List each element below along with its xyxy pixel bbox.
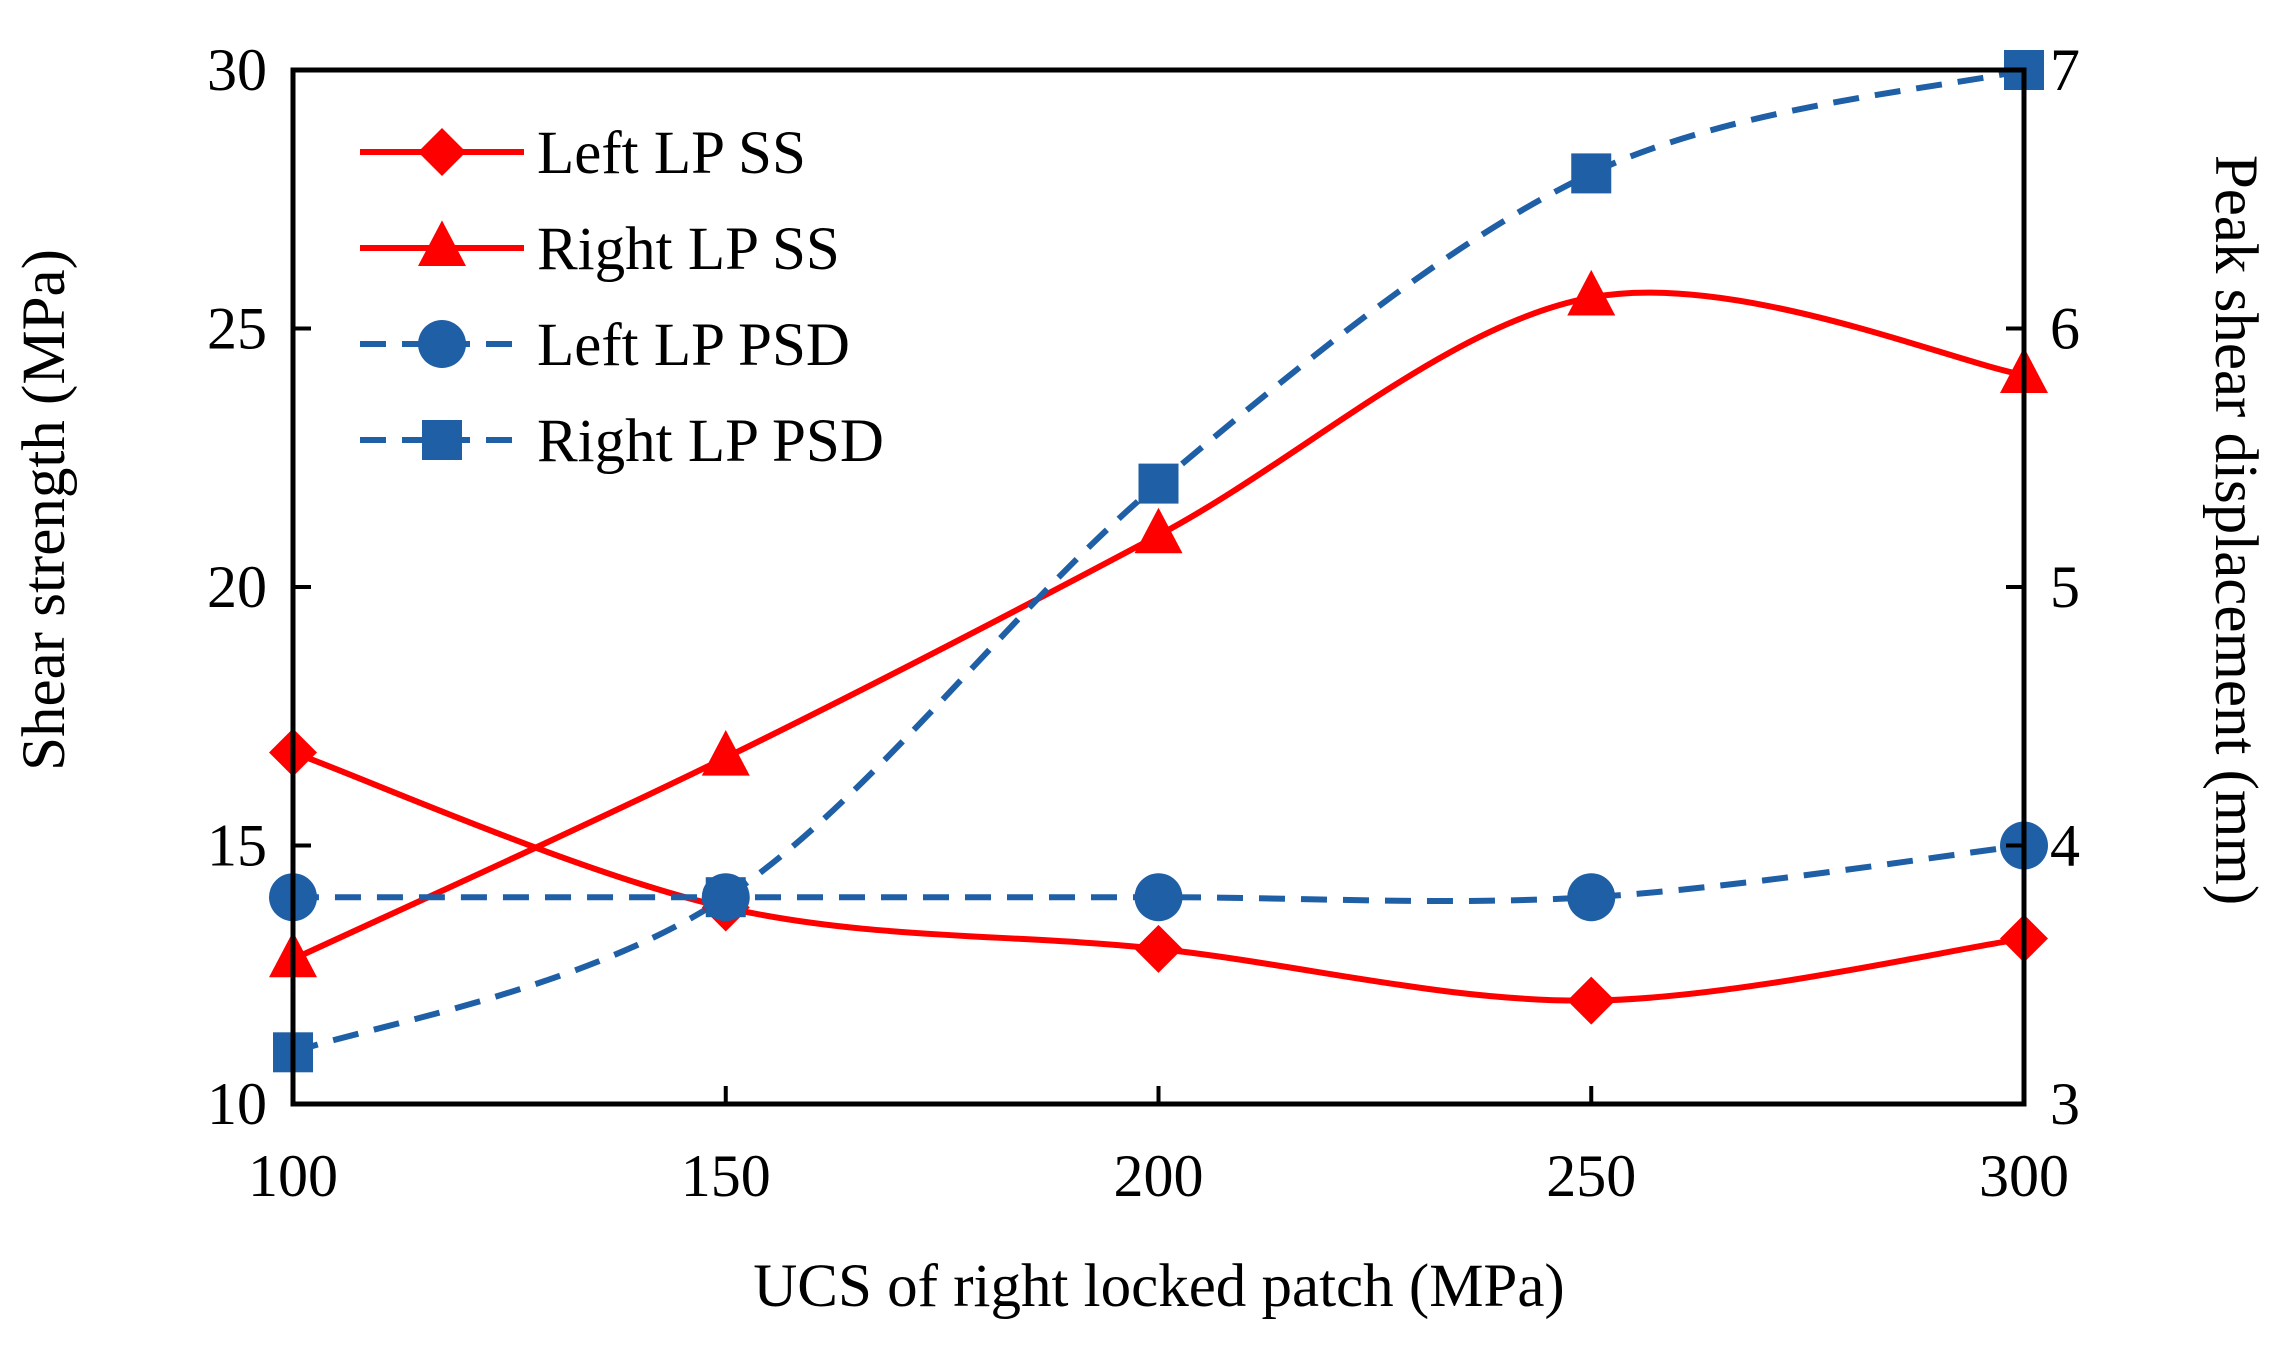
y2-tick-label-1: 3 [2050,1071,2080,1137]
series-line-2 [291,289,2025,962]
x-tick-label-2: 150 [681,1143,771,1209]
series-2-point-4 [1567,269,1616,316]
y-tick-label-3: 20 [207,554,267,620]
x-axis-title: UCS of right locked patch (MPa) [753,1253,1565,1320]
legend-marker-1 [418,128,466,176]
series-1-point-3 [1134,924,1183,973]
legend-marker-4 [422,420,462,460]
legend-label-3: Left LP PSD [537,312,850,379]
x-tick-label-1: 100 [248,1143,338,1209]
series-1-point-4 [1567,976,1616,1025]
x-tick-label-4: 250 [1546,1143,1636,1209]
series-4-point-3 [1138,463,1179,504]
series-4-point-2 [705,877,746,918]
y2-tick-label-4: 6 [2050,296,2080,362]
series-2-point-3 [1134,507,1183,554]
series-3-point-4 [1567,873,1616,922]
plot-area [269,50,2048,1073]
series-4-point-4 [1571,153,1612,194]
legend-label-1: Left LP SS [537,120,806,187]
legend-label-4: Right LP PSD [537,408,884,475]
y2-tick-label-5: 7 [2050,37,2080,103]
y2-axis-title: Peak shear displacement (mm) [2202,155,2269,905]
x-tick-label-3: 200 [1114,1143,1204,1209]
y2-tick-label-3: 5 [2050,554,2080,620]
x-tick-label-5: 300 [1979,1143,2069,1209]
y-axis-title: Shear strength (MPa) [11,249,78,771]
legend-marker-3 [418,320,466,368]
y2-tick-label-2: 4 [2050,813,2080,879]
y-tick-label-5: 30 [207,37,267,103]
legend-label-2: Right LP SS [537,216,840,283]
y-tick-label-1: 10 [207,1071,267,1137]
series-3-point-3 [1134,873,1183,922]
y-tick-label-2: 15 [207,813,267,879]
legend-marker-2 [418,220,466,266]
legend: Left LP SS Right LP SS Left LP PSD Right LP… [360,120,884,475]
series-2-point-2 [701,730,750,776]
axes: 100 150 200 250 300 10 15 20 25 30 3 4 5 6 7 [207,37,2080,1209]
y-tick-label-4: 25 [207,296,267,362]
